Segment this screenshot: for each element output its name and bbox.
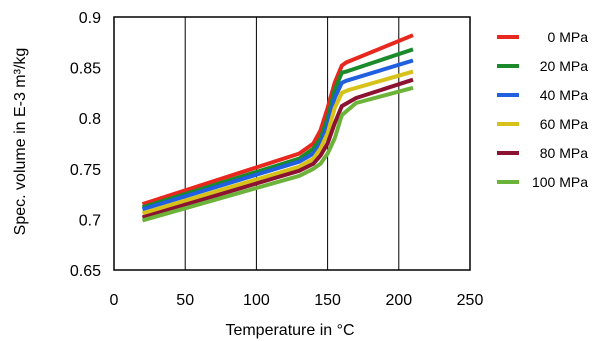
x-tick-label: 250 — [457, 292, 484, 309]
y-tick-label: 0.9 — [79, 10, 101, 27]
plot-frame — [113, 16, 471, 271]
series-layer — [141, 33, 414, 223]
legend: 0 MPa 20 MPa 40 MPa 60 MPa 80 MPa 100 MPa — [497, 29, 588, 190]
x-tick-labels: 0 50 100 150 200 250 — [110, 292, 484, 309]
series-line-40-mpa — [141, 58, 414, 212]
legend-label: 0 MPa — [548, 29, 589, 45]
series-line-80-mpa — [141, 77, 414, 220]
y-tick-label: 0.85 — [70, 61, 101, 78]
legend-item: 40 MPa — [497, 87, 588, 103]
legend-label: 80 MPa — [540, 145, 588, 161]
y-tick-label: 0.8 — [79, 111, 101, 128]
y-tick-labels: 0.65 0.7 0.75 0.8 0.85 0.9 — [70, 10, 101, 280]
legend-label: 40 MPa — [540, 87, 588, 103]
legend-item: 100 MPa — [497, 174, 588, 190]
y-tick-label: 0.65 — [70, 263, 101, 280]
legend-item: 80 MPa — [497, 145, 588, 161]
legend-item: 20 MPa — [497, 58, 588, 74]
x-tick-label: 150 — [314, 292, 341, 309]
legend-label: 100 MPa — [532, 174, 588, 190]
series-line-100-mpa — [141, 85, 414, 223]
y-tick-label: 0.7 — [79, 212, 101, 229]
series-line-0-mpa — [141, 33, 414, 207]
y-axis-title: Spec. volume in E-3 m³/kg — [12, 48, 29, 236]
series-line-60-mpa — [141, 69, 414, 216]
x-tick-label: 100 — [243, 292, 270, 309]
legend-label: 20 MPa — [540, 58, 588, 74]
legend-item: 0 MPa — [497, 29, 588, 45]
legend-item: 60 MPa — [497, 116, 588, 132]
y-tick-label: 0.75 — [70, 162, 101, 179]
x-tick-label: 0 — [110, 292, 119, 309]
x-tick-label: 200 — [385, 292, 412, 309]
legend-label: 60 MPa — [540, 116, 588, 132]
x-axis-title: Temperature in °C — [225, 322, 354, 339]
x-tick-label: 50 — [176, 292, 194, 309]
